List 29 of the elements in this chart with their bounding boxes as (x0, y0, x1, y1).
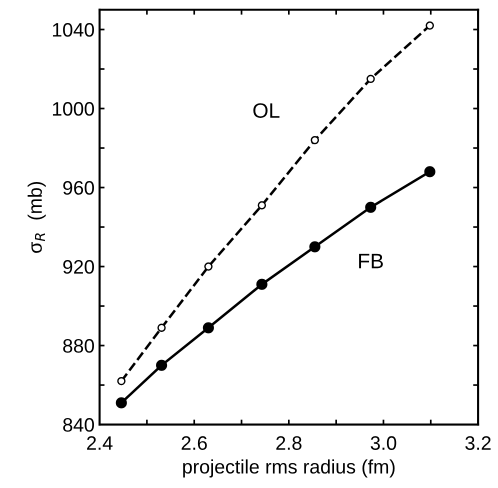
point (117, 376, 126, 386)
x-tick-label: 2.6 (182, 436, 207, 450)
y-tick-label: 880 (63, 339, 94, 353)
y-tick-label: 840 (63, 418, 94, 432)
point (310, 136, 320, 144)
y-tick-label: 1040 (52, 22, 94, 37)
x-tick-label: 3.2 (465, 436, 491, 450)
point (426, 21, 434, 30)
point (258, 201, 266, 210)
point (365, 202, 376, 213)
x-tick-label: 2.8 (276, 436, 302, 450)
point (116, 397, 127, 408)
point (202, 322, 214, 334)
point (424, 166, 436, 178)
point (309, 241, 320, 252)
point (366, 74, 375, 84)
y-axis-title: σ$_{R}$ (mb) (28, 182, 46, 253)
series-label: OL (253, 103, 280, 118)
y-tick-label: 920 (63, 260, 94, 274)
x-tick-label: 3.0 (370, 436, 396, 450)
series-label: FB (359, 254, 383, 268)
x-tick-label: 2.4 (87, 436, 113, 450)
point (204, 262, 213, 271)
y-tick-label: 960 (63, 181, 94, 195)
x-axis-title: projectile rms radius (fm) (183, 459, 395, 478)
point (157, 324, 166, 332)
y-tick-label: 1000 (52, 102, 94, 116)
point (156, 360, 168, 371)
point (256, 278, 268, 290)
